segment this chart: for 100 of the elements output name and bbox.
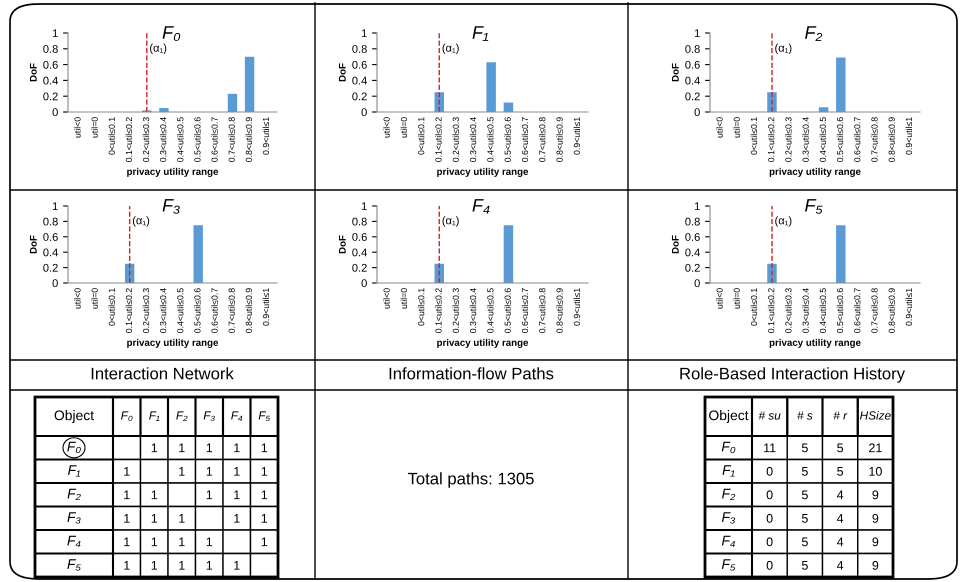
- x-tick-label: F₂: [176, 411, 188, 421]
- x-tick-label: # su: [758, 411, 781, 420]
- y-tick-label: F₁: [68, 465, 80, 476]
- y-tick-label: 0.2: [352, 92, 367, 100]
- y-tick-label: 0: [52, 108, 58, 116]
- chart-title: F₃: [162, 199, 180, 214]
- y-tick-label: 0.8: [43, 45, 58, 53]
- x-tick-label: 0.9<util≤1: [262, 288, 270, 326]
- y-tick-label: 0.8: [43, 218, 58, 226]
- data-label: 1: [234, 490, 240, 500]
- data-label: 1: [179, 444, 185, 452]
- bar: [836, 57, 846, 112]
- y-tick-label: F₃: [722, 512, 736, 524]
- data-label: 1: [234, 467, 240, 476]
- data-label: 1: [262, 490, 268, 500]
- bar: [486, 62, 496, 112]
- data-label: 1: [124, 490, 130, 500]
- y-tick-label: 1: [52, 29, 58, 38]
- x-tick-label: 0.5<util≤0.6: [194, 288, 201, 333]
- data-label: 4: [836, 561, 844, 570]
- text: Information-flow Paths: [390, 367, 554, 380]
- data-label: 5: [802, 444, 808, 452]
- x-tick-label: 0.9<util≤1: [262, 117, 270, 155]
- x-tick-label: 0.7<util≤0.8: [228, 288, 235, 333]
- data-label: 1: [152, 444, 158, 452]
- x-tick-label: 0.3<util≤0.4: [160, 117, 166, 162]
- x-tick-label: 0.2<util≤0.3: [452, 117, 459, 162]
- x-tick-label: 0.3<util≤0.4: [802, 288, 809, 333]
- x-tick-label: 0.9<util≤1: [574, 288, 580, 326]
- x-tick-label: 0.4<util≤0.5: [487, 288, 494, 333]
- y-tick-label: 0.6: [352, 60, 367, 69]
- chart-title: Interaction Network: [92, 367, 234, 380]
- y-tick-label: 0.4: [352, 248, 367, 256]
- x-tick-label: 0.6<util≤0.7: [522, 288, 528, 333]
- x-tick-label: 0.6<util≤0.7: [211, 117, 218, 162]
- x-tick-label: 0.5<util≤0.6: [836, 117, 844, 162]
- x-tick-label: 0.3<util≤0.4: [802, 117, 809, 162]
- y-tick-label: 0: [694, 108, 700, 116]
- x-tick-label: 0.8<util≤0.9: [888, 117, 895, 162]
- x-tick-label: util<0: [74, 288, 81, 308]
- data-label: 1: [262, 467, 268, 476]
- data-label: 1: [152, 490, 158, 500]
- y-tick-label: 0.4: [685, 76, 700, 85]
- data-label: 5: [802, 467, 808, 476]
- data-label: 1: [234, 444, 240, 452]
- data-label: 5: [802, 561, 808, 570]
- x-tick-label: 0.9<util≤1: [574, 117, 580, 155]
- x-tick-label: # r: [833, 411, 848, 420]
- chart-title: F₀: [162, 26, 180, 41]
- data-label: 1: [124, 538, 130, 546]
- data-label: 1: [206, 490, 212, 500]
- data-label: 5: [802, 490, 808, 500]
- data-label: 1: [206, 538, 212, 546]
- y-tick-label: 0.4: [685, 248, 700, 256]
- y-tick-label: F₀: [67, 442, 81, 454]
- x-tick-label: util<0: [383, 288, 390, 308]
- data-label: 1: [179, 467, 185, 476]
- x-tick-label: F₀: [121, 411, 133, 422]
- x-tick-label: util<0: [716, 288, 723, 308]
- x-tick-label: 0.4<util≤0.5: [820, 288, 826, 333]
- y-axis-title: DoF: [338, 63, 346, 82]
- chart-title: Role-Based Interaction History: [680, 367, 905, 383]
- data-label: 9: [872, 537, 878, 546]
- x-tick-label: 0.8<util≤0.9: [246, 288, 252, 333]
- x-tick-label: 0.3<util≤0.4: [160, 288, 166, 333]
- x-tick-label: util=0: [733, 288, 740, 308]
- x-tick-label: 0.7<util≤0.8: [538, 117, 546, 162]
- y-tick-label: 1: [52, 202, 58, 210]
- y-tick-label: F₅: [67, 559, 81, 571]
- x-tick-label: 0.4<util≤0.5: [820, 117, 826, 162]
- x-tick-label: 0.8<util≤0.9: [556, 117, 563, 162]
- x-tick-label: util=0: [400, 117, 408, 138]
- ref-line-label: (α₁): [442, 44, 459, 54]
- y-tick-label: 0.2: [685, 92, 700, 100]
- x-tick-label: 0.1<util≤0.2: [126, 117, 132, 162]
- chart-title: F₂: [805, 26, 822, 41]
- x-tick-label: 0.1<util≤0.2: [126, 288, 132, 333]
- data-label: 0: [766, 514, 773, 523]
- x-tick-label: 0.1<util≤0.2: [768, 288, 774, 333]
- x-tick-label: 0.7<util≤0.8: [538, 288, 546, 333]
- x-tick-label: 0.7<util≤0.8: [871, 117, 878, 162]
- x-tick-label: 0.2<util≤0.3: [785, 288, 792, 333]
- y-tick-label: 0.6: [43, 60, 58, 69]
- x-tick-label: 0.1<util≤0.2: [435, 117, 442, 162]
- x-axis-title: privacy utility range: [770, 338, 861, 348]
- data-label: 21: [869, 443, 882, 452]
- y-tick-label: F₂: [68, 488, 81, 500]
- data-label: 10: [869, 466, 882, 476]
- data-label: 1: [262, 538, 268, 546]
- y-tick-label: 0.4: [352, 76, 367, 85]
- x-tick-label: util<0: [74, 117, 81, 138]
- data-label: 4: [836, 538, 844, 546]
- y-axis-title: Object: [709, 410, 748, 423]
- x-tick-label: 0.4<util≤0.5: [176, 288, 184, 333]
- x-tick-label: util<0: [716, 117, 723, 138]
- x-axis-title: privacy utility range: [127, 168, 218, 177]
- y-axis-title: DoF: [338, 235, 346, 254]
- y-tick-label: 0: [694, 279, 700, 288]
- data-label: 0: [766, 537, 773, 546]
- data-label: 1: [206, 467, 212, 476]
